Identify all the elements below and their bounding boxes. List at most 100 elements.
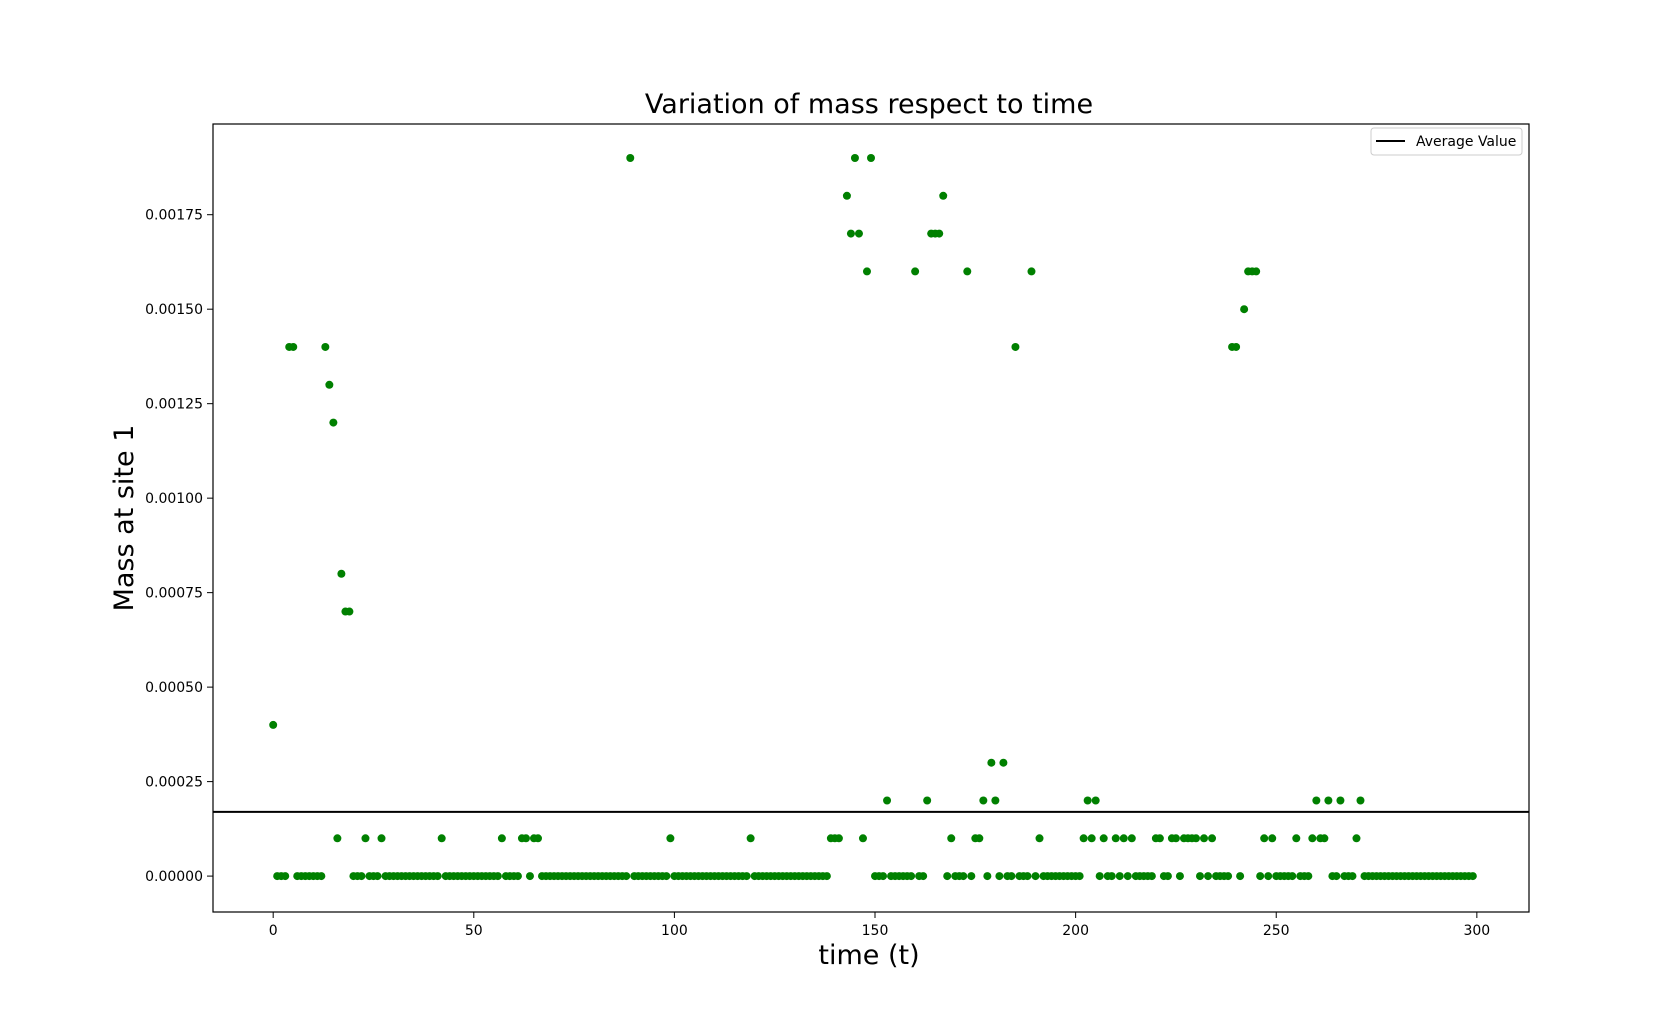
- data-point: [1147, 872, 1156, 881]
- data-point: [525, 872, 534, 881]
- data-point: [1292, 834, 1301, 843]
- data-point: [1095, 872, 1104, 881]
- data-point: [1011, 342, 1020, 351]
- y-tick-label: 0.00025: [145, 775, 203, 791]
- data-point: [850, 154, 859, 163]
- data-point: [533, 834, 542, 843]
- data-point: [1268, 834, 1277, 843]
- data-point: [911, 267, 920, 276]
- data-point: [373, 872, 382, 881]
- x-tick-label: 100: [661, 923, 688, 939]
- plot-area: [213, 154, 1529, 881]
- data-point: [437, 834, 446, 843]
- data-point: [1308, 834, 1317, 843]
- x-tick-label: 250: [1263, 923, 1290, 939]
- data-point: [1107, 872, 1116, 881]
- data-point: [1115, 872, 1124, 881]
- data-point: [1175, 872, 1184, 881]
- data-point: [333, 834, 342, 843]
- y-tick-label: 0.00100: [145, 491, 203, 507]
- data-point: [1079, 834, 1088, 843]
- data-point: [1035, 834, 1044, 843]
- data-point: [321, 342, 330, 351]
- data-point: [1252, 267, 1261, 276]
- data-point: [987, 758, 996, 767]
- legend-label-average-value: Average Value: [1416, 134, 1516, 150]
- data-point: [521, 834, 530, 843]
- data-point: [1083, 796, 1092, 805]
- plot-frame: [212, 123, 1530, 913]
- data-point: [1264, 872, 1273, 881]
- data-point: [1091, 796, 1100, 805]
- chart-title: Variation of mass respect to time: [645, 89, 1093, 120]
- data-point: [995, 872, 1004, 881]
- y-tick-label: 0.00125: [145, 397, 203, 413]
- data-point: [337, 569, 346, 578]
- data-point: [325, 380, 334, 389]
- data-point: [357, 872, 366, 881]
- data-point: [1352, 834, 1361, 843]
- data-point: [662, 872, 671, 881]
- data-point: [329, 418, 338, 427]
- data-point: [1200, 834, 1209, 843]
- x-tick-label: 300: [1463, 923, 1490, 939]
- data-point: [1007, 872, 1016, 881]
- data-point: [943, 872, 952, 881]
- data-point: [666, 834, 675, 843]
- data-point: [746, 834, 755, 843]
- data-point: [919, 872, 928, 881]
- data-point: [879, 872, 888, 881]
- data-point: [493, 872, 502, 881]
- data-point: [1224, 872, 1233, 881]
- x-tick-label: 50: [465, 923, 483, 939]
- data-point: [1027, 267, 1036, 276]
- y-tick-label: 0.00075: [145, 586, 203, 602]
- data-point: [1332, 872, 1341, 881]
- data-point: [947, 834, 956, 843]
- data-point: [1288, 872, 1297, 881]
- y-tick-label: 0.00000: [145, 869, 203, 885]
- data-point: [822, 872, 831, 881]
- legend: Average Value: [1370, 127, 1523, 156]
- data-point: [858, 834, 867, 843]
- data-point: [1232, 342, 1241, 351]
- data-point: [1304, 872, 1313, 881]
- data-point: [289, 342, 298, 351]
- data-point: [862, 267, 871, 276]
- data-point: [269, 720, 278, 729]
- data-point: [1171, 834, 1180, 843]
- data-point: [1031, 872, 1040, 881]
- y-tick-label: 0.00050: [145, 680, 203, 696]
- data-point: [1260, 834, 1269, 843]
- data-point: [1208, 834, 1217, 843]
- data-point: [959, 872, 968, 881]
- data-point: [979, 796, 988, 805]
- data-point: [842, 191, 851, 200]
- x-tick-label: 200: [1062, 923, 1089, 939]
- data-point: [497, 834, 506, 843]
- data-point: [1196, 872, 1204, 881]
- data-point: [991, 796, 1000, 805]
- data-point: [1320, 834, 1329, 843]
- data-point: [433, 872, 442, 881]
- data-point: [1312, 796, 1321, 805]
- x-axis-label: time (t): [818, 940, 919, 971]
- data-point: [361, 834, 370, 843]
- data-point: [939, 191, 948, 200]
- legend-box: [1370, 127, 1523, 156]
- data-point: [975, 834, 984, 843]
- data-point: [1099, 834, 1108, 843]
- data-point: [281, 872, 290, 881]
- data-point: [1468, 872, 1477, 881]
- data-point: [317, 872, 326, 881]
- data-point: [935, 229, 944, 238]
- data-point: [967, 872, 976, 881]
- data-point: [846, 229, 855, 238]
- data-point: [983, 872, 992, 881]
- y-axis-label: Mass at site 1: [109, 425, 140, 612]
- data-point: [1163, 872, 1172, 881]
- data-point: [834, 834, 843, 843]
- data-point: [622, 872, 631, 881]
- data-point: [345, 607, 354, 616]
- data-point: [907, 872, 916, 881]
